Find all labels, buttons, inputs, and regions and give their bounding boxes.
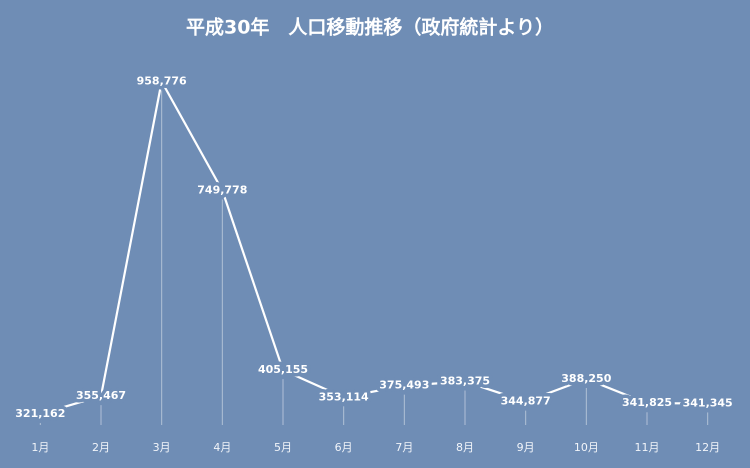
x-tick-label: 3月 <box>153 441 171 454</box>
data-label: 958,776 <box>137 74 187 87</box>
data-label: 353,114 <box>319 390 369 403</box>
data-label: 375,493 <box>379 379 429 392</box>
x-tick-label: 8月 <box>456 441 474 454</box>
data-label: 341,825 <box>622 396 672 409</box>
data-label: 321,162 <box>15 407 65 420</box>
x-tick-label: 12月 <box>695 441 720 454</box>
data-label: 344,877 <box>501 395 551 408</box>
data-label: 383,375 <box>440 375 490 388</box>
x-tick-label: 6月 <box>335 441 353 454</box>
data-label: 341,345 <box>683 396 733 409</box>
x-tick-label: 5月 <box>274 441 292 454</box>
data-line <box>40 80 708 416</box>
x-tick-label: 9月 <box>517 441 535 454</box>
x-tick-label: 1月 <box>31 441 49 454</box>
x-tick-label: 11月 <box>635 441 660 454</box>
x-tick-label: 2月 <box>92 441 110 454</box>
data-label: 405,155 <box>258 363 308 376</box>
x-tick-label: 4月 <box>213 441 231 454</box>
x-tick-label: 10月 <box>574 441 599 454</box>
x-tick-label: 7月 <box>395 441 413 454</box>
data-label: 388,250 <box>561 372 611 385</box>
data-label: 749,778 <box>197 183 247 196</box>
chart-title: 平成30年 人口移動推移（政府統計より） <box>186 16 554 39</box>
data-label: 355,467 <box>76 389 126 402</box>
